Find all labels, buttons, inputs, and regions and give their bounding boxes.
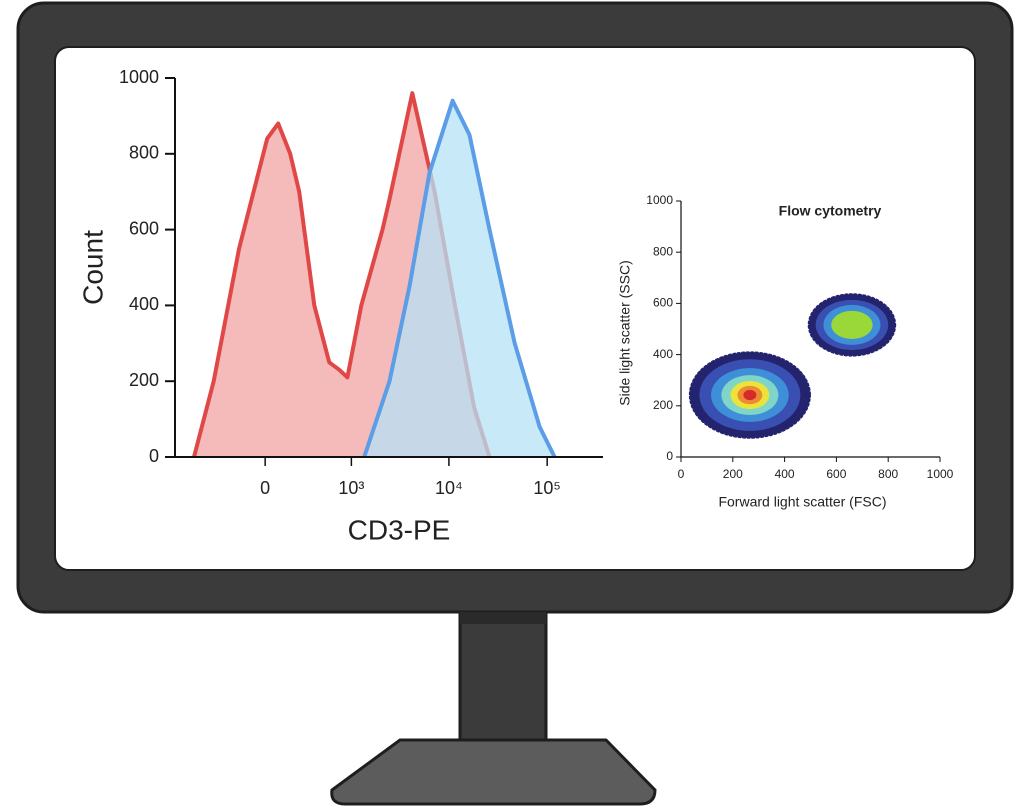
x-tick-label: 0 <box>260 478 270 498</box>
y-tick-label: 600 <box>653 296 673 310</box>
y-tick-label: 800 <box>653 244 673 258</box>
y-axis-title: Count <box>77 230 108 305</box>
y-tick-label: 0 <box>149 446 159 466</box>
y-tick-label: 600 <box>129 218 159 238</box>
x-tick-label: 10⁵ <box>533 478 560 498</box>
histogram: 0 200 400 600 800 1000 0 10³ 10⁴ 10⁵ CD3-PE Count <box>77 67 603 545</box>
stand-neck <box>458 610 548 744</box>
x-tick-label: 400 <box>775 467 795 481</box>
x-tick-label: 800 <box>878 467 898 481</box>
histogram-area <box>362 98 557 458</box>
y-axis-title: Side light scatter (SSC) <box>617 260 633 406</box>
density-plot: 0 200 400 600 800 1000 0 200 400 600 800 1000 Flow c… <box>617 193 954 510</box>
x-axis-title: Forward light scatter (FSC) <box>718 494 886 510</box>
x-tick-label: 10⁴ <box>435 478 463 498</box>
x-tick-label: 1000 <box>927 467 954 481</box>
y-tick-label: 0 <box>666 449 673 463</box>
x-tick-label: 200 <box>723 467 743 481</box>
x-tick-label: 0 <box>678 467 685 481</box>
x-tick-label: 10³ <box>338 478 364 498</box>
stand-shadow <box>460 612 546 624</box>
y-tick-label: 800 <box>129 143 159 163</box>
density-contour <box>831 310 873 339</box>
y-tick-label: 1000 <box>119 67 159 87</box>
y-tick-label: 200 <box>653 398 673 412</box>
y-tick-label: 200 <box>129 370 159 390</box>
x-axis-title: CD3-PE <box>348 514 451 545</box>
y-tick-label: 1000 <box>646 193 673 207</box>
chart-title: Flow cytometry <box>779 203 882 219</box>
y-tick-label: 400 <box>653 347 673 361</box>
density-contour <box>743 389 757 401</box>
y-tick-label: 400 <box>129 294 159 314</box>
stand-base <box>330 738 657 806</box>
x-tick-label: 600 <box>826 467 846 481</box>
